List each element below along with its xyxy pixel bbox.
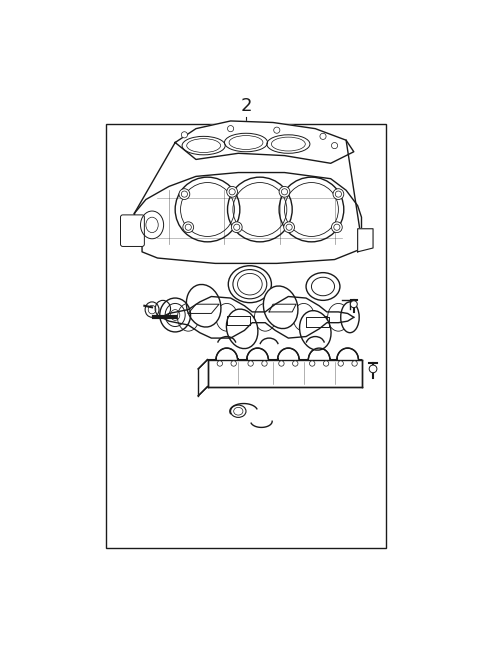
- Circle shape: [279, 187, 290, 197]
- Circle shape: [181, 191, 188, 197]
- Polygon shape: [134, 172, 361, 263]
- Circle shape: [217, 361, 223, 366]
- Ellipse shape: [341, 302, 359, 333]
- Polygon shape: [306, 317, 329, 327]
- Circle shape: [248, 361, 253, 366]
- Polygon shape: [188, 304, 219, 314]
- Circle shape: [229, 189, 235, 195]
- Circle shape: [279, 361, 284, 366]
- Circle shape: [332, 222, 342, 233]
- Circle shape: [286, 224, 292, 231]
- Text: 2: 2: [240, 97, 252, 115]
- Circle shape: [336, 191, 341, 197]
- Circle shape: [350, 301, 357, 308]
- Ellipse shape: [178, 303, 199, 331]
- Polygon shape: [175, 121, 354, 163]
- Circle shape: [338, 361, 343, 366]
- Ellipse shape: [293, 303, 314, 331]
- Ellipse shape: [216, 303, 238, 331]
- Circle shape: [183, 222, 193, 233]
- Circle shape: [262, 361, 267, 366]
- Ellipse shape: [300, 310, 331, 350]
- Circle shape: [324, 361, 329, 366]
- Ellipse shape: [227, 309, 258, 348]
- Circle shape: [293, 361, 298, 366]
- Circle shape: [228, 126, 234, 132]
- Ellipse shape: [264, 286, 298, 329]
- Polygon shape: [161, 297, 354, 338]
- Ellipse shape: [186, 284, 221, 327]
- Circle shape: [352, 361, 357, 366]
- Circle shape: [332, 143, 337, 149]
- FancyBboxPatch shape: [120, 215, 144, 246]
- Polygon shape: [269, 304, 296, 312]
- Bar: [106, 124, 386, 548]
- Circle shape: [333, 189, 344, 200]
- Circle shape: [369, 365, 377, 373]
- Ellipse shape: [328, 303, 349, 331]
- Circle shape: [181, 132, 188, 138]
- Circle shape: [234, 224, 240, 231]
- Circle shape: [284, 222, 295, 233]
- Circle shape: [281, 189, 288, 195]
- Polygon shape: [227, 316, 250, 325]
- Ellipse shape: [254, 303, 276, 331]
- Circle shape: [231, 361, 236, 366]
- Circle shape: [310, 361, 315, 366]
- Circle shape: [334, 224, 340, 231]
- Circle shape: [179, 189, 190, 200]
- Circle shape: [274, 127, 280, 133]
- Polygon shape: [358, 229, 373, 252]
- Circle shape: [227, 187, 238, 197]
- Circle shape: [231, 222, 242, 233]
- Circle shape: [320, 133, 326, 140]
- Circle shape: [185, 224, 192, 231]
